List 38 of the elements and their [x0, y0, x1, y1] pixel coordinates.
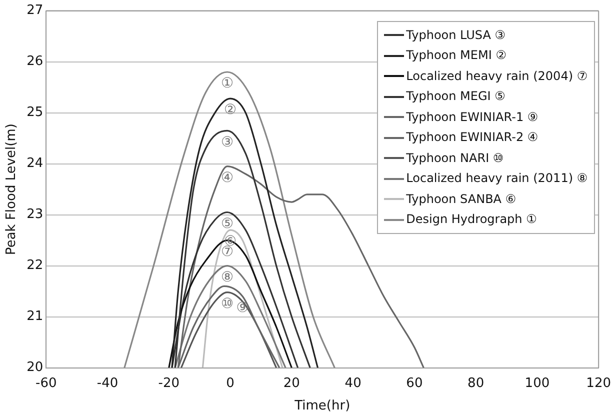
- legend-label: Design Hydrograph ①: [406, 211, 537, 228]
- y-tick-label: 23: [26, 207, 44, 222]
- legend-label: Localized heavy rain (2004) ⑦: [406, 68, 588, 85]
- annotation: ③: [220, 134, 234, 150]
- x-tick-label: 40: [344, 376, 362, 391]
- x-tick-label: 80: [468, 376, 484, 391]
- x-tick-label: -60: [36, 376, 57, 391]
- y-tick-label: 21: [26, 309, 44, 324]
- legend-label: Typhoon EWINIAR-2 ④: [406, 129, 538, 146]
- x-tick-label: 120: [586, 376, 612, 391]
- y-tick-label: 27: [26, 3, 44, 18]
- legend-label: Typhoon SANBA ⑥: [406, 190, 516, 208]
- annotation: ④: [220, 170, 234, 186]
- legend-label: Typhoon NARI ⑩: [406, 150, 504, 167]
- x-axis-title: Time(hr): [294, 398, 350, 414]
- annotation: ②: [224, 102, 237, 118]
- annotation: ⑧: [220, 269, 234, 286]
- annotation: ①: [220, 76, 234, 92]
- y-axis-title: Peak Flood Level(m): [4, 124, 20, 256]
- annotation: ⑩: [220, 296, 234, 312]
- x-tick-label: 100: [524, 376, 550, 391]
- legend-label: Typhoon EWINIAR-1 ⑨: [406, 108, 538, 126]
- x-tick-label: 60: [406, 376, 423, 391]
- annotation: ⑨: [236, 300, 249, 316]
- legend-label: Typhoon MEMI ②: [406, 47, 506, 64]
- legend-label: Typhoon MEGI ⑤: [406, 88, 506, 106]
- y-tick-label: 24: [26, 156, 44, 172]
- x-tick-label: -40: [96, 376, 118, 391]
- annotation: ⑤: [220, 216, 234, 232]
- y-tick-label: 25: [26, 105, 44, 120]
- x-tick-label: 0: [226, 376, 234, 391]
- x-tick-label: 20: [283, 376, 300, 391]
- y-tick-label: 20: [26, 360, 44, 376]
- legend-label: Typhoon LUSA ③: [406, 26, 506, 44]
- y-tick-label: 22: [26, 258, 44, 274]
- legend-label: Localized heavy rain (2011) ⑧: [406, 170, 588, 188]
- y-tick-label: 26: [26, 54, 44, 70]
- x-tick-label: -20: [158, 376, 180, 391]
